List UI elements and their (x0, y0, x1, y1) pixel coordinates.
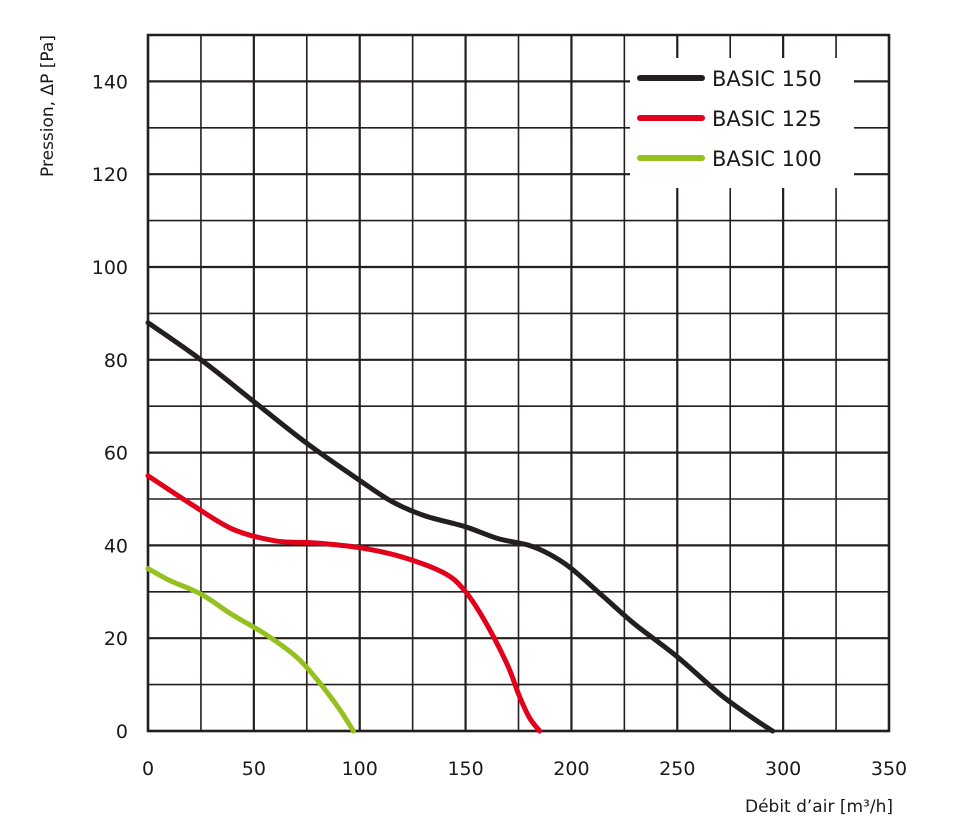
series-line-basic-100 (145, 566, 356, 734)
plot-frame (146, 33, 891, 733)
x-tick-label: 50 (242, 758, 266, 780)
y-tick-label: 80 (104, 350, 128, 372)
legend-label: BASIC 125 (712, 107, 822, 131)
y-tick-label: 40 (104, 535, 128, 557)
series-line-basic-125 (145, 473, 543, 734)
x-tick-label: 350 (871, 758, 907, 780)
series-lines (145, 320, 776, 734)
y-tick-label: 0 (116, 721, 128, 743)
x-axis-title: Débit d’air [m³/h] (745, 797, 893, 817)
y-tick-label: 100 (92, 257, 128, 279)
x-tick-label: 250 (659, 758, 695, 780)
y-tick-label: 120 (92, 164, 128, 186)
y-tick-label: 140 (92, 71, 128, 93)
x-tick-label: 200 (553, 758, 589, 780)
x-tick-label: 300 (765, 758, 801, 780)
x-tick-label: 150 (447, 758, 483, 780)
x-tick-label: 100 (342, 758, 378, 780)
legend-label: BASIC 100 (712, 147, 822, 171)
series-line-basic-150 (145, 320, 776, 734)
y-tick-label: 60 (104, 443, 128, 465)
y-tick-label: 20 (104, 628, 128, 650)
y-axis-title: Pression, ΔP [Pa] (38, 35, 58, 177)
x-tick-label: 0 (142, 758, 154, 780)
chart-legend: BASIC 150 BASIC 125 BASIC 100 (630, 58, 854, 188)
legend-label: BASIC 150 (712, 67, 822, 91)
axis-ticks: 0 50 100 150 200 250 300 350 0 20 40 60 80 100 120 140 (92, 71, 907, 780)
